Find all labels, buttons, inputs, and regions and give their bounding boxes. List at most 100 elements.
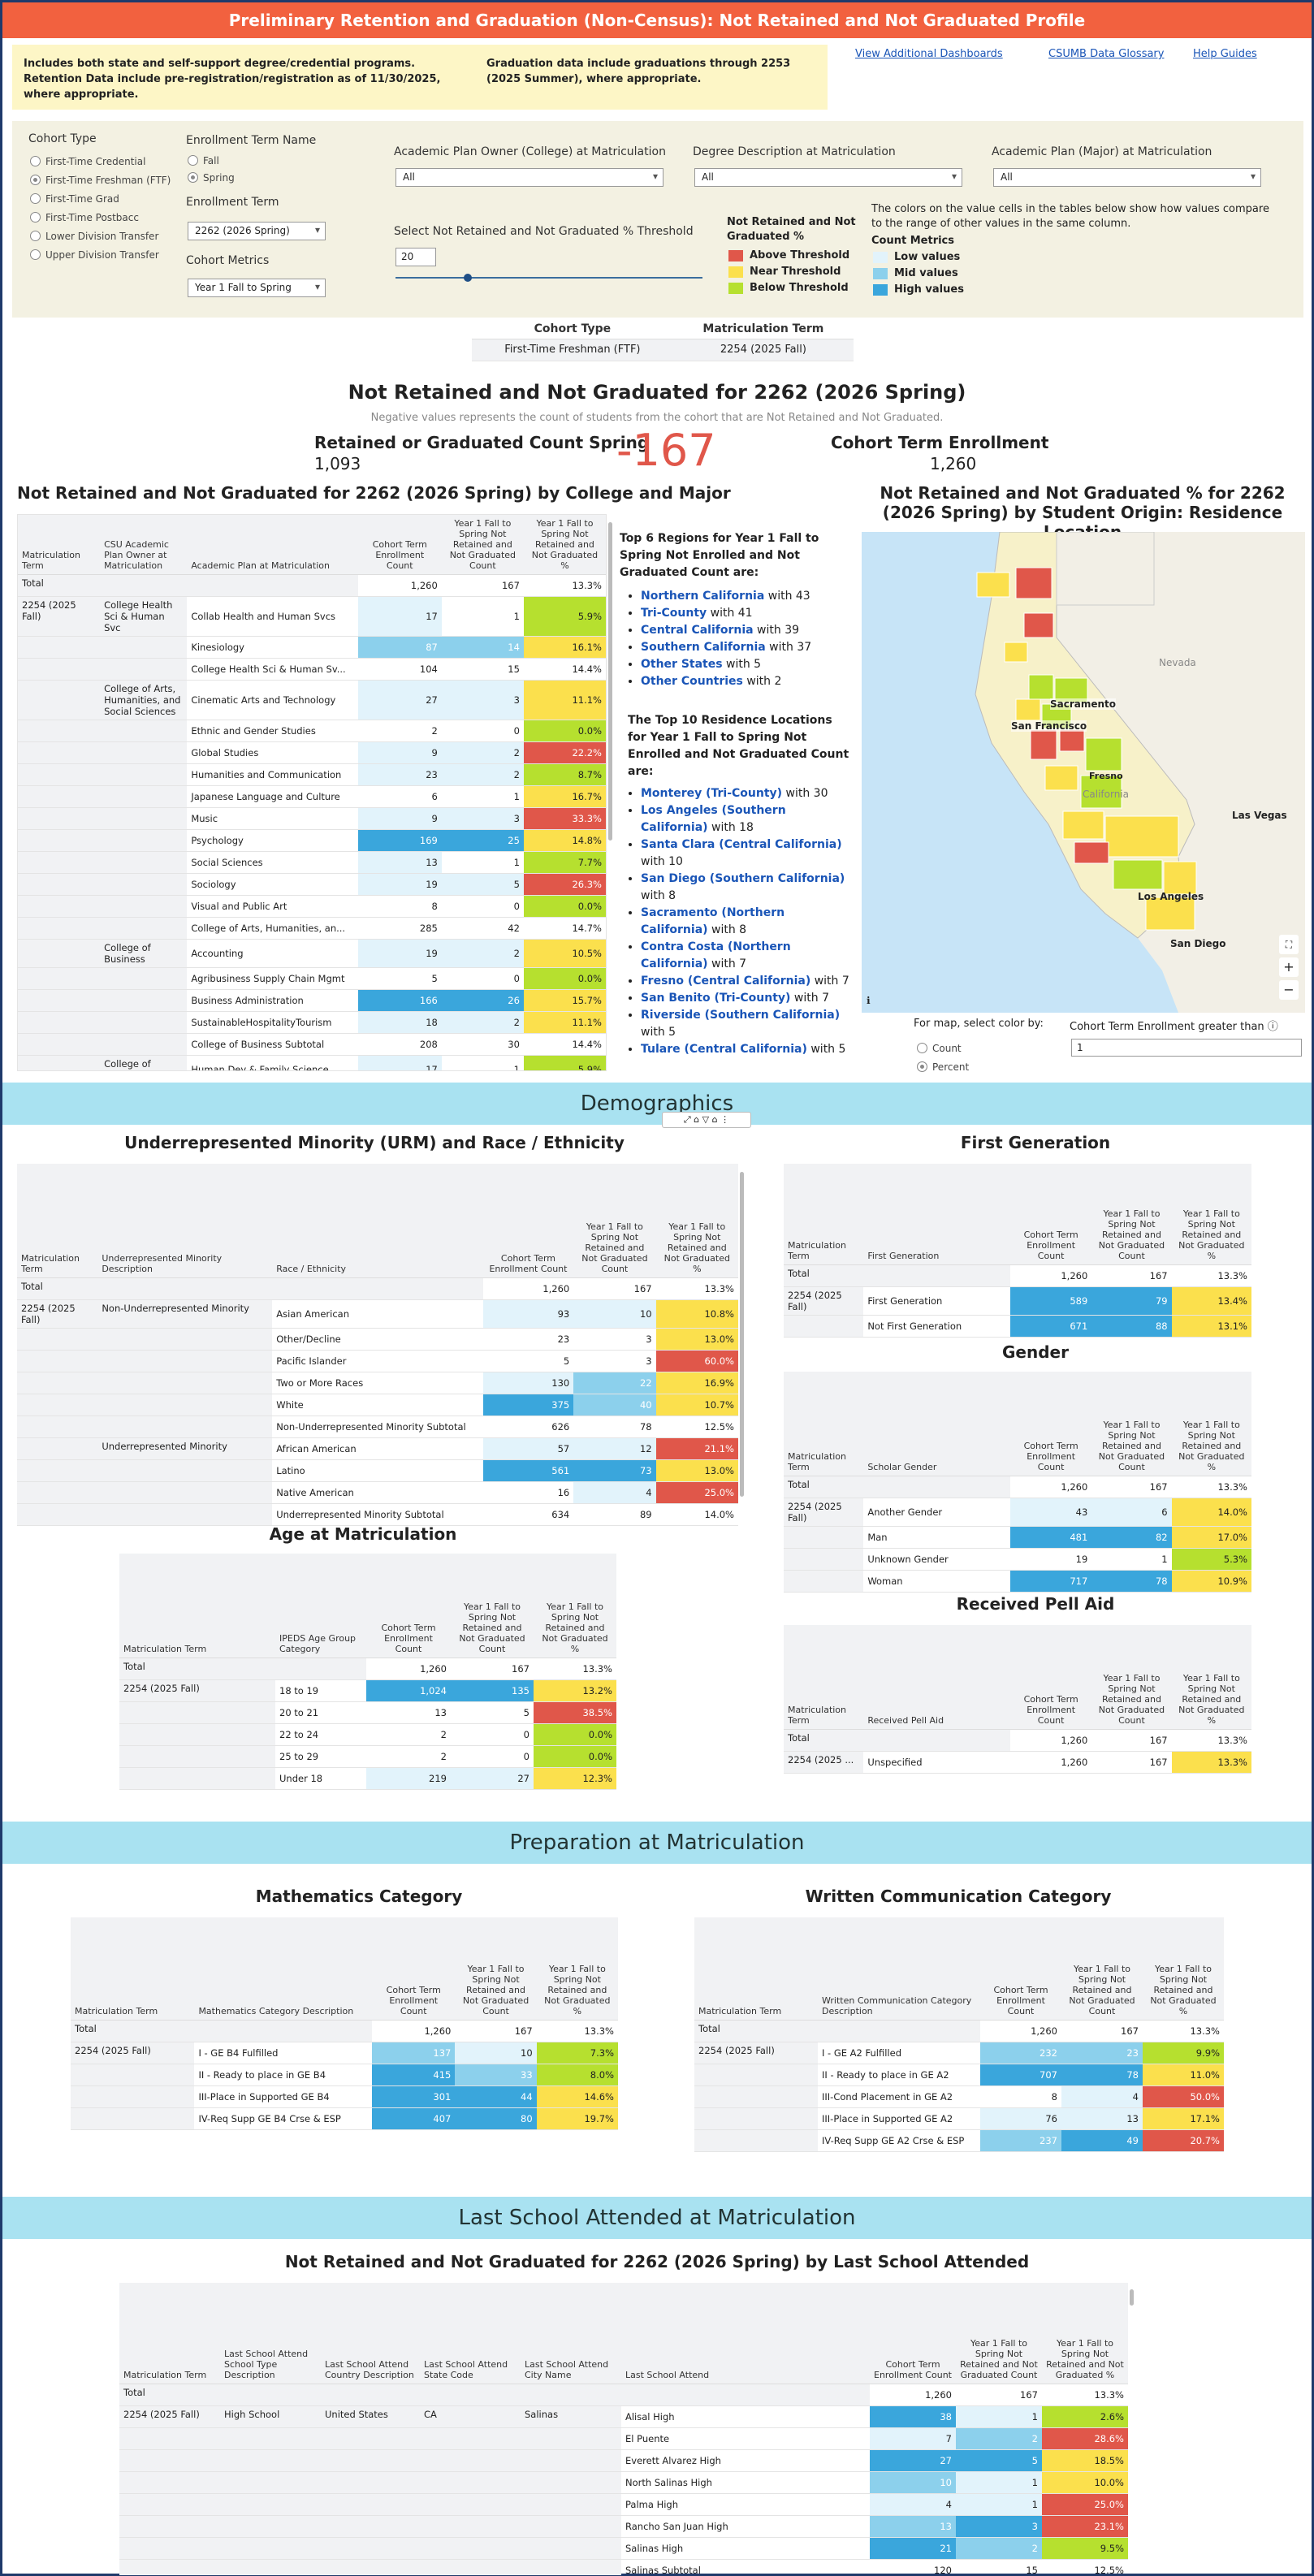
- radio-upper-division-transfer[interactable]: Upper Division Transfer: [30, 245, 171, 264]
- summary-item: Other Countries with 2: [641, 673, 844, 690]
- firstgen-table: Matriculation Term First Generation Cohort…: [784, 1164, 1251, 1338]
- summary-item: Contra Costa (Northern California) with …: [641, 939, 852, 973]
- enrollment-value: 1,260: [930, 454, 977, 473]
- view-dashboards-link[interactable]: View Additional Dashboards: [855, 48, 1003, 60]
- table-row: 2254 (2025 Fall) Non-Underrepresented Min…: [17, 1299, 738, 1329]
- table-row: 2254 (2025 ... Unspecified 1,260 167 13.3%: [784, 1751, 1251, 1774]
- college-select[interactable]: All: [395, 168, 663, 187]
- map-label-sacramento: Sacramento: [1050, 698, 1117, 710]
- table-row: College Health Sci & Human Sv... 104 15 14.…: [18, 658, 606, 681]
- map-zoom-out-icon[interactable]: −: [1279, 980, 1299, 1000]
- summary-link[interactable]: Northern California: [641, 590, 765, 603]
- total-row: Total 1,260 167 13.3%: [784, 1264, 1251, 1287]
- map-label-nevada: Nevada: [1159, 657, 1196, 668]
- threshold-slider-track[interactable]: [395, 277, 702, 279]
- summary-link[interactable]: Contra Costa (Northern California): [641, 940, 791, 970]
- summary-item: Southern California with 37: [641, 639, 844, 656]
- table-row: Native American 16 4 25.0%: [17, 1481, 738, 1504]
- kpi-big-value: -167: [616, 425, 716, 476]
- math-table: Matriculation Term Mathematics Category D…: [71, 1917, 618, 2130]
- summary-item: Northern California with 43: [641, 588, 844, 605]
- table-row: Social Sciences 13 1 7.7%: [18, 851, 606, 874]
- summary-link[interactable]: San Diego (Southern California): [641, 872, 845, 885]
- table-row: Two or More Races 130 22 16.9%: [17, 1372, 738, 1394]
- radio-first-time-credential[interactable]: First-Time Credential: [30, 152, 171, 171]
- table-row: III-Place in Supported GE B4 301 44 14.6%: [71, 2085, 618, 2108]
- table-row: Latino 561 73 13.0%: [17, 1459, 738, 1482]
- map-zoom-in-icon[interactable]: +: [1279, 957, 1299, 977]
- table-row: 20 to 21 13 5 38.5%: [119, 1701, 616, 1724]
- map-radio-percent[interactable]: Percent: [917, 1057, 969, 1076]
- summary-link[interactable]: Other States: [641, 658, 723, 671]
- map-label-san-francisco: San Francisco: [1011, 720, 1087, 732]
- viz-toolbar[interactable]: ⤢ ⌂ ▽ ⌂ ⋮: [662, 1112, 751, 1128]
- colors-note: The colors on the value cells in the tab…: [871, 203, 1269, 230]
- table-row: Unknown Gender 19 1 5.3%: [784, 1548, 1251, 1571]
- radio-spring[interactable]: Spring: [188, 169, 235, 186]
- radio-lower-division-transfer[interactable]: Lower Division Transfer: [30, 227, 171, 245]
- summary-link[interactable]: San Benito (Tri-County): [641, 992, 791, 1005]
- college-table-container[interactable]: Matriculation Term CSU Academic Plan Owne…: [17, 514, 607, 1071]
- summary-link[interactable]: Tri-County: [641, 607, 707, 620]
- radio-first-time-grad[interactable]: First-Time Grad: [30, 189, 171, 208]
- gender-title: Gender: [1002, 1342, 1069, 1362]
- summary-item: Other States with 5: [641, 656, 844, 673]
- summary-link[interactable]: Riverside (Southern California): [641, 1009, 841, 1022]
- threshold-label: Select Not Retained and Not Graduated % …: [394, 225, 694, 238]
- table-row: Business Administration 166 26 15.7%: [18, 989, 606, 1012]
- summary-item: Tri-County with 41: [641, 605, 844, 622]
- page-title: Preliminary Retention and Graduation (No…: [2, 2, 1312, 38]
- radio-first-time-freshman[interactable]: First-Time Freshman (FTF): [30, 171, 171, 189]
- radio-fall[interactable]: Fall: [188, 152, 235, 169]
- table-row: Non-Underrepresented Minority Subtotal 62…: [17, 1416, 738, 1438]
- radio-first-time-postbacc[interactable]: First-Time Postbacc: [30, 208, 171, 227]
- map-info-icon[interactable]: ℹ: [867, 995, 871, 1006]
- map-fullscreen-icon[interactable]: ⛶: [1279, 935, 1299, 954]
- summary-link[interactable]: Tulare (Central California): [641, 1043, 807, 1056]
- locations-summary: The Top 10 Residence Locations for Year …: [628, 712, 852, 1058]
- summary-link[interactable]: Monterey (Tri-County): [641, 787, 783, 800]
- table-row: Ethnic and Gender Studies 2 0 0.0%: [18, 720, 606, 742]
- enr-greater-input[interactable]: 1: [1071, 1039, 1302, 1057]
- table-row: Kinesiology 87 14 16.1%: [18, 636, 606, 659]
- note-right: Graduation data include graduations thro…: [486, 58, 791, 85]
- major-select[interactable]: All: [993, 168, 1261, 187]
- cohort-type-label: Cohort Type: [28, 132, 97, 145]
- threshold-slider-handle[interactable]: [464, 274, 472, 282]
- total-row: Total 1,260 167 13.3%: [18, 574, 606, 597]
- urm-scrollbar[interactable]: [740, 1172, 744, 1497]
- last-school-scrollbar[interactable]: [1130, 2289, 1134, 2306]
- help-guides-link[interactable]: Help Guides: [1193, 48, 1257, 60]
- legend-low: Low values: [873, 249, 964, 266]
- kpi-subtitle: Negative values represents the count of …: [370, 412, 944, 424]
- glossary-link[interactable]: CSUMB Data Glossary: [1048, 48, 1165, 60]
- summary-link[interactable]: Santa Clara (Central California): [641, 838, 842, 851]
- residence-map[interactable]: Sacramento San Francisco Fresno Californ…: [862, 532, 1305, 1013]
- map-radio-count[interactable]: Count: [917, 1039, 969, 1057]
- written-title: Written Communication Category: [805, 1887, 1112, 1906]
- summary-link[interactable]: Sacramento (Northern California): [641, 906, 785, 936]
- degree-select[interactable]: All: [694, 168, 962, 187]
- summary-link[interactable]: Fresno (Central California): [641, 975, 811, 988]
- cohort-summary-table: Cohort Type Matriculation Term First-Time…: [472, 318, 854, 361]
- summary-link[interactable]: Los Angeles (Southern California): [641, 804, 786, 834]
- table-row: Everett Alvarez High 27 5 18.5%: [119, 2449, 1128, 2472]
- enroll-term-select[interactable]: 2262 (2026 Spring): [188, 222, 326, 240]
- college-table-scrollbar[interactable]: [608, 522, 612, 841]
- cohort-metrics-select[interactable]: Year 1 Fall to Spring: [188, 279, 326, 297]
- table-row: 2254 (2025 Fall) Another Gender 43 6 14.0%: [784, 1498, 1251, 1527]
- college-table-title: Not Retained and Not Graduated for 2262 …: [17, 483, 731, 503]
- kpi-title: Not Retained and Not Graduated for 2262 …: [348, 381, 966, 404]
- table-row: SustainableHospitalityTourism 18 2 11.1%: [18, 1011, 606, 1034]
- summary-link[interactable]: Central California: [641, 624, 754, 637]
- map-label-las-vegas: Las Vegas: [1232, 810, 1287, 821]
- table-row: Music 9 3 33.3%: [18, 807, 606, 830]
- last-school-container[interactable]: Matriculation Term Last School Attend Sch…: [119, 2283, 1128, 2575]
- summary-link[interactable]: Other Countries: [641, 675, 743, 688]
- table-row: Psychology 169 25 14.8%: [18, 829, 606, 852]
- summary-item: Santa Clara (Central California) with 10: [641, 836, 852, 871]
- summary-link[interactable]: Southern California: [641, 641, 766, 654]
- threshold-input[interactable]: 20: [395, 248, 436, 266]
- table-row: Underrepresented Minority African America…: [17, 1437, 738, 1460]
- table-row: 2254 (2025 Fall) I - GE A2 Fulfilled 232 23…: [694, 2042, 1224, 2064]
